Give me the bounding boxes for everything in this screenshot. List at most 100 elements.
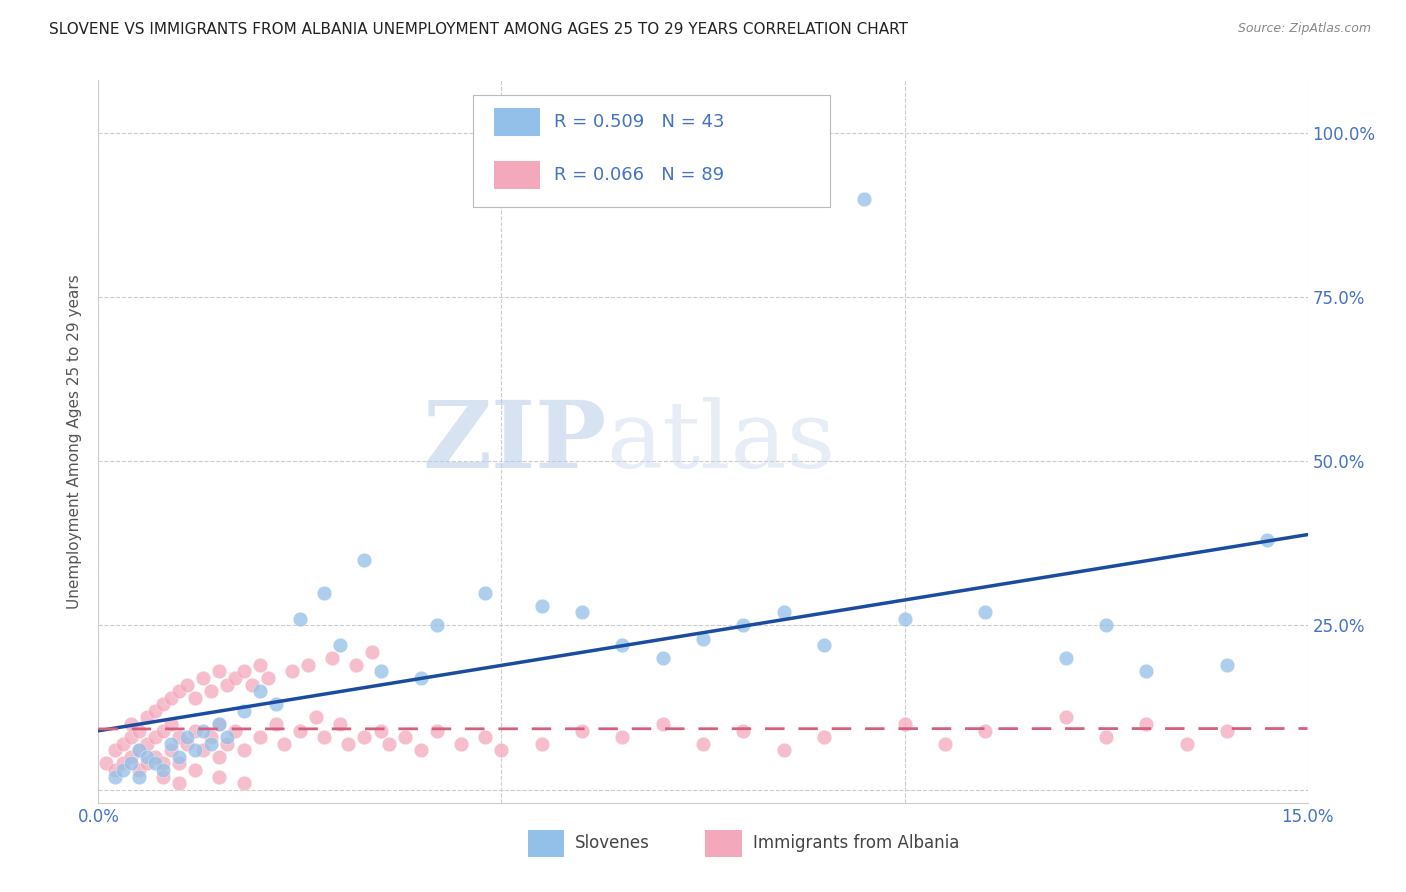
Point bbox=[176, 677, 198, 691]
Point bbox=[232, 776, 254, 790]
Point bbox=[772, 605, 794, 619]
Point bbox=[571, 723, 593, 738]
Point bbox=[249, 684, 271, 698]
Point bbox=[1054, 710, 1077, 724]
Y-axis label: Unemployment Among Ages 25 to 29 years: Unemployment Among Ages 25 to 29 years bbox=[67, 274, 83, 609]
Point bbox=[772, 743, 794, 757]
Point bbox=[321, 651, 343, 665]
Point bbox=[474, 730, 496, 744]
Point bbox=[370, 723, 392, 738]
Point bbox=[329, 638, 352, 652]
Point bbox=[288, 723, 311, 738]
Text: Immigrants from Albania: Immigrants from Albania bbox=[752, 834, 959, 852]
Point bbox=[692, 632, 714, 646]
Point bbox=[152, 770, 174, 784]
Point bbox=[103, 763, 125, 777]
Point bbox=[1095, 618, 1118, 632]
FancyBboxPatch shape bbox=[474, 95, 830, 207]
FancyBboxPatch shape bbox=[494, 109, 540, 136]
Text: SLOVENE VS IMMIGRANTS FROM ALBANIA UNEMPLOYMENT AMONG AGES 25 TO 29 YEARS CORREL: SLOVENE VS IMMIGRANTS FROM ALBANIA UNEMP… bbox=[49, 22, 908, 37]
Point bbox=[733, 723, 755, 738]
Point bbox=[1135, 665, 1157, 679]
Point bbox=[152, 763, 174, 777]
Point bbox=[232, 704, 254, 718]
Point bbox=[1054, 651, 1077, 665]
Point bbox=[344, 657, 367, 672]
Point bbox=[135, 710, 157, 724]
Point bbox=[111, 763, 134, 777]
Text: ZIP: ZIP bbox=[422, 397, 606, 486]
Point bbox=[1216, 657, 1239, 672]
Point bbox=[893, 717, 915, 731]
Point bbox=[135, 737, 157, 751]
Point bbox=[111, 756, 134, 771]
Point bbox=[128, 770, 150, 784]
Point bbox=[160, 743, 183, 757]
Point bbox=[103, 770, 125, 784]
Point bbox=[184, 690, 207, 705]
Point bbox=[160, 690, 183, 705]
Point bbox=[370, 665, 392, 679]
Point bbox=[208, 717, 231, 731]
Point bbox=[167, 730, 190, 744]
Point bbox=[813, 730, 835, 744]
Point bbox=[208, 749, 231, 764]
Point bbox=[167, 684, 190, 698]
Text: Slovenes: Slovenes bbox=[575, 834, 650, 852]
Point bbox=[200, 730, 222, 744]
Point bbox=[305, 710, 328, 724]
Point bbox=[200, 684, 222, 698]
Point bbox=[167, 776, 190, 790]
Point bbox=[184, 723, 207, 738]
Point bbox=[232, 665, 254, 679]
Point bbox=[394, 730, 416, 744]
Point bbox=[314, 730, 336, 744]
Point bbox=[120, 756, 142, 771]
Point bbox=[193, 671, 215, 685]
Point bbox=[143, 730, 166, 744]
Point bbox=[208, 770, 231, 784]
FancyBboxPatch shape bbox=[527, 830, 564, 857]
Point bbox=[120, 749, 142, 764]
Point bbox=[337, 737, 360, 751]
Point bbox=[314, 585, 336, 599]
Point bbox=[128, 723, 150, 738]
Point bbox=[176, 730, 198, 744]
Point bbox=[651, 651, 673, 665]
Point bbox=[111, 737, 134, 751]
Point bbox=[612, 730, 634, 744]
Point bbox=[184, 743, 207, 757]
Point bbox=[934, 737, 956, 751]
Point bbox=[160, 737, 183, 751]
Point bbox=[1216, 723, 1239, 738]
Point bbox=[152, 756, 174, 771]
Point bbox=[974, 605, 997, 619]
Point bbox=[176, 737, 198, 751]
Point bbox=[474, 585, 496, 599]
Point bbox=[571, 605, 593, 619]
Point bbox=[103, 743, 125, 757]
Point bbox=[217, 677, 239, 691]
Point bbox=[224, 671, 246, 685]
Point bbox=[167, 756, 190, 771]
Point bbox=[1256, 533, 1278, 547]
Point bbox=[128, 743, 150, 757]
FancyBboxPatch shape bbox=[494, 161, 540, 189]
Point bbox=[224, 723, 246, 738]
Point bbox=[143, 756, 166, 771]
Point bbox=[256, 671, 278, 685]
Point bbox=[273, 737, 295, 751]
Point bbox=[329, 717, 352, 731]
Point bbox=[200, 737, 222, 751]
Point bbox=[377, 737, 399, 751]
FancyBboxPatch shape bbox=[706, 830, 742, 857]
Point bbox=[264, 717, 287, 731]
Point bbox=[135, 756, 157, 771]
Point bbox=[232, 743, 254, 757]
Point bbox=[208, 717, 231, 731]
Point bbox=[450, 737, 472, 751]
Point bbox=[120, 717, 142, 731]
Point bbox=[353, 730, 375, 744]
Text: R = 0.509   N = 43: R = 0.509 N = 43 bbox=[554, 113, 724, 131]
Point bbox=[1135, 717, 1157, 731]
